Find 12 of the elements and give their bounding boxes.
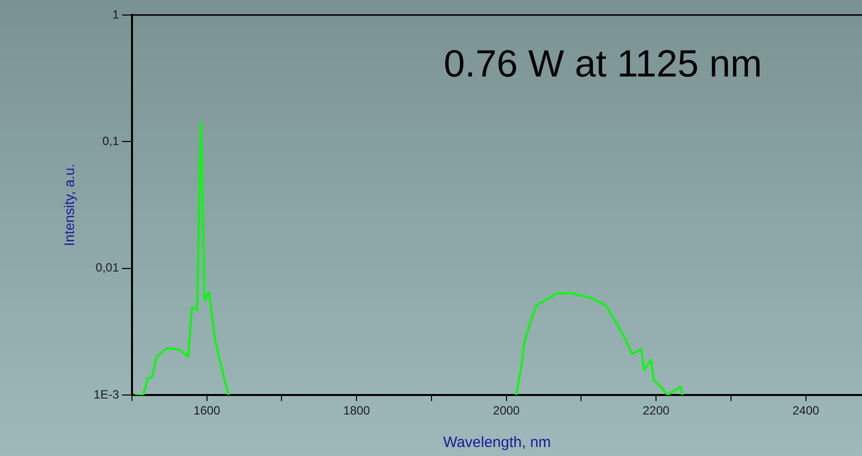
y-tick-label: 0,01: [96, 260, 120, 275]
y-tick-label: 0,1: [102, 134, 120, 148]
y-axis-title: Intensity, a.u.: [60, 164, 77, 246]
y-tick-label: 1: [112, 7, 120, 22]
x-tick-label: 2400: [792, 404, 820, 418]
y-tick-label: 1E-3: [94, 387, 120, 402]
x-tick-label: 2000: [493, 404, 520, 418]
x-tick-label: 2200: [642, 404, 670, 418]
x-tick-label: 1600: [194, 404, 221, 418]
annotation: 0.76 W at 1125 nm: [444, 43, 762, 86]
x-tick-label: 1800: [343, 404, 370, 418]
x-axis-title: Wavelength, nm: [443, 434, 551, 452]
